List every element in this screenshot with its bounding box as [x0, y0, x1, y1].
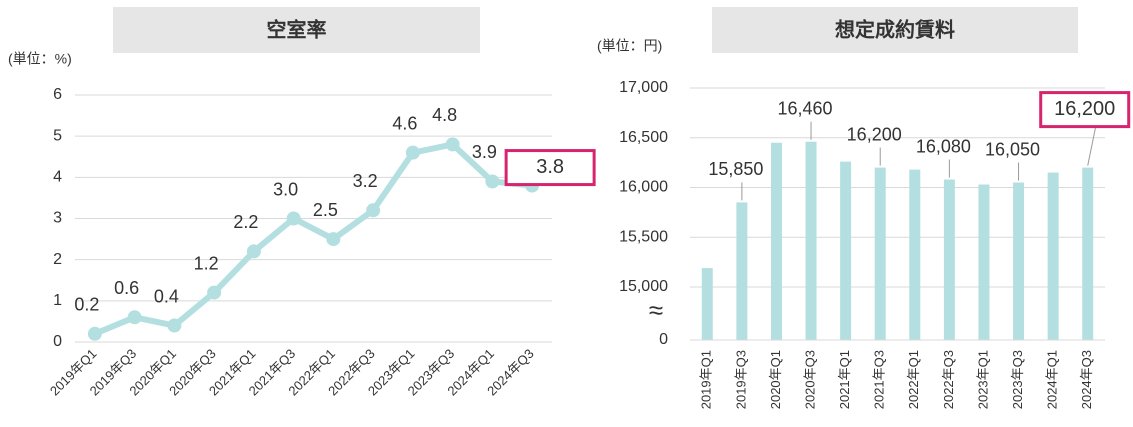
value-label: 0.6 — [114, 278, 139, 298]
y-tick-label: 2 — [53, 251, 62, 268]
x-tick-label: 2023年Q1 — [975, 350, 990, 409]
x-tick-label: 2022年Q3 — [941, 350, 956, 409]
bar — [943, 179, 955, 340]
unit-label: (単位：%) — [8, 51, 72, 67]
marker — [445, 137, 460, 152]
y-tick-label: 3 — [53, 210, 62, 227]
value-label: 16,080 — [916, 136, 971, 156]
marker — [366, 203, 381, 218]
value-label: 16,050 — [985, 139, 1040, 159]
marker — [286, 211, 301, 226]
value-label: 4.6 — [392, 113, 417, 133]
bar — [770, 142, 782, 340]
marker — [87, 326, 102, 341]
y-tick-label: 6 — [53, 86, 62, 103]
bar — [978, 184, 990, 340]
highlight-box — [1039, 91, 1131, 129]
value-label: 16,200 — [1054, 98, 1115, 120]
y-tick-label: 4 — [53, 169, 62, 186]
y-tick-label: 17,000 — [619, 79, 668, 96]
x-tick-label: 2021年Q3 — [872, 350, 887, 409]
x-tick-label: 2020年Q1 — [768, 350, 783, 409]
x-tick-label: 2024年Q3 — [1079, 350, 1094, 409]
chart-title: 想定成約賃料 — [835, 17, 955, 41]
bar — [1082, 167, 1094, 340]
unit-label: (単位：円) — [597, 38, 662, 54]
title-box — [712, 7, 1078, 53]
y-tick-label: 1 — [53, 292, 62, 309]
value-label: 4.8 — [432, 105, 457, 125]
value-label: 3.0 — [273, 179, 298, 199]
leader-line — [1087, 126, 1097, 166]
y-tick-label: 15,500 — [619, 228, 668, 245]
bar — [874, 167, 886, 340]
marker — [167, 318, 182, 333]
x-tick-label: 2021年Q1 — [837, 350, 852, 409]
value-label: 0.2 — [74, 295, 99, 315]
marker — [485, 174, 500, 189]
bar — [805, 141, 817, 340]
bar — [1047, 172, 1059, 340]
chart-title: 空室率 — [267, 17, 327, 41]
value-label: 16,200 — [847, 124, 902, 144]
highlight-box — [504, 149, 596, 187]
x-tick-label: 2019年Q3 — [733, 350, 748, 409]
bar — [736, 202, 748, 340]
marker — [326, 232, 341, 247]
x-tick-label: 2019年Q1 — [699, 350, 714, 409]
marker — [405, 145, 420, 160]
x-tick-label: 2020年Q3 — [802, 350, 817, 409]
y-tick-label: 0 — [53, 333, 62, 350]
bar — [909, 169, 921, 340]
marker — [246, 244, 261, 259]
bar — [701, 268, 713, 340]
bar — [840, 161, 852, 340]
value-label: 3.9 — [472, 142, 497, 162]
axis-break: ≈ — [649, 295, 663, 325]
title-box — [113, 7, 480, 53]
value-label: 16,460 — [778, 98, 833, 118]
y-tick-label: 5 — [53, 127, 62, 144]
y-tick-label: 15,000 — [619, 278, 668, 295]
value-label: 2.2 — [233, 212, 258, 232]
value-label: 2.5 — [313, 200, 338, 220]
y-tick-label: 0 — [659, 331, 668, 348]
marker — [127, 310, 142, 325]
value-label: 15,850 — [708, 159, 763, 179]
value-label: 3.8 — [536, 156, 564, 178]
x-tick-label: 2024年Q1 — [1045, 350, 1060, 409]
x-tick-label: 2023年Q3 — [1010, 350, 1025, 409]
value-label: 0.4 — [154, 286, 179, 306]
marker — [207, 285, 222, 300]
value-label: 3.2 — [353, 171, 378, 191]
value-label: 1.2 — [194, 253, 219, 273]
y-tick-label: 16,500 — [619, 129, 668, 146]
bar — [1013, 182, 1025, 340]
y-tick-label: 16,000 — [619, 179, 668, 196]
x-tick-label: 2022年Q1 — [906, 350, 921, 409]
